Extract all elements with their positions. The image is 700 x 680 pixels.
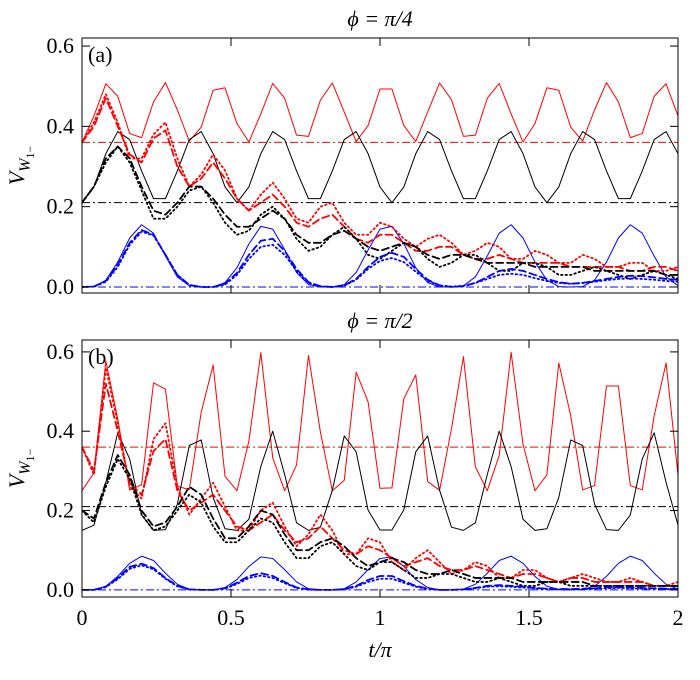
x-tick-label: 0.5	[217, 605, 245, 630]
series-line	[82, 458, 678, 587]
series-line	[82, 564, 678, 591]
panel-label: (b)	[88, 344, 114, 369]
x-tick-label: 2	[673, 605, 684, 630]
x-tick-label: 0	[77, 605, 88, 630]
y-axis-label: VW1−	[4, 146, 37, 186]
panel-title: ϕ = π/4	[347, 6, 412, 31]
plot-panel: ϕ = π/2 (b) VW1− t/π 0.0 0.2 0.4 0.6 0 0.5 1 1.5 2	[4, 308, 684, 662]
series-line	[82, 366, 678, 587]
y-label-subsub: 1−	[23, 146, 37, 159]
x-tick-label: 1	[375, 605, 386, 630]
series-line	[82, 145, 678, 276]
y-axis-label: VW1−	[4, 449, 37, 489]
plot-frame	[81, 37, 679, 294]
y-tick-label: 0.6	[47, 339, 75, 364]
panel-title: ϕ = π/2	[347, 308, 412, 333]
panel-label: (a)	[88, 42, 112, 67]
series-line	[82, 351, 678, 492]
y-tick-label: 0.0	[47, 577, 75, 602]
y-tick-label: 0.2	[47, 194, 75, 219]
plot-area	[82, 351, 678, 591]
plot-area	[82, 82, 678, 288]
series-line	[82, 430, 678, 531]
y-label-sub: W	[17, 460, 34, 475]
series-line	[82, 224, 678, 288]
y-tick-label: 0.4	[47, 418, 75, 443]
y-label-sub: W	[17, 157, 34, 172]
series-line	[82, 93, 678, 272]
y-label-main: V	[4, 472, 29, 488]
series-line	[82, 131, 678, 204]
y-tick-label: 0.0	[47, 274, 75, 299]
plot-panel: ϕ = π/4 (a) VW1− 0.0 0.2 0.4 0.6	[4, 6, 679, 299]
plot-frame	[81, 339, 679, 598]
series-line	[82, 82, 678, 143]
y-tick-label: 0.4	[47, 113, 75, 138]
y-tick-label: 0.6	[47, 33, 75, 58]
y-label-main: V	[4, 169, 29, 185]
x-axis-label: t/π	[368, 637, 392, 662]
series-line	[82, 230, 678, 288]
y-label-subsub: 1−	[23, 449, 37, 462]
series-line	[82, 145, 678, 280]
x-tick-label: 1.5	[515, 605, 543, 630]
y-tick-label: 0.2	[47, 498, 75, 523]
